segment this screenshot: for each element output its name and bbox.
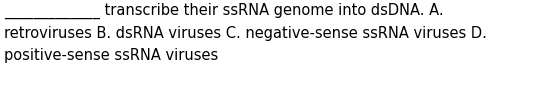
Text: _____________ transcribe their ssRNA genome into dsDNA. A.
retroviruses B. dsRNA: _____________ transcribe their ssRNA gen… bbox=[4, 3, 487, 63]
